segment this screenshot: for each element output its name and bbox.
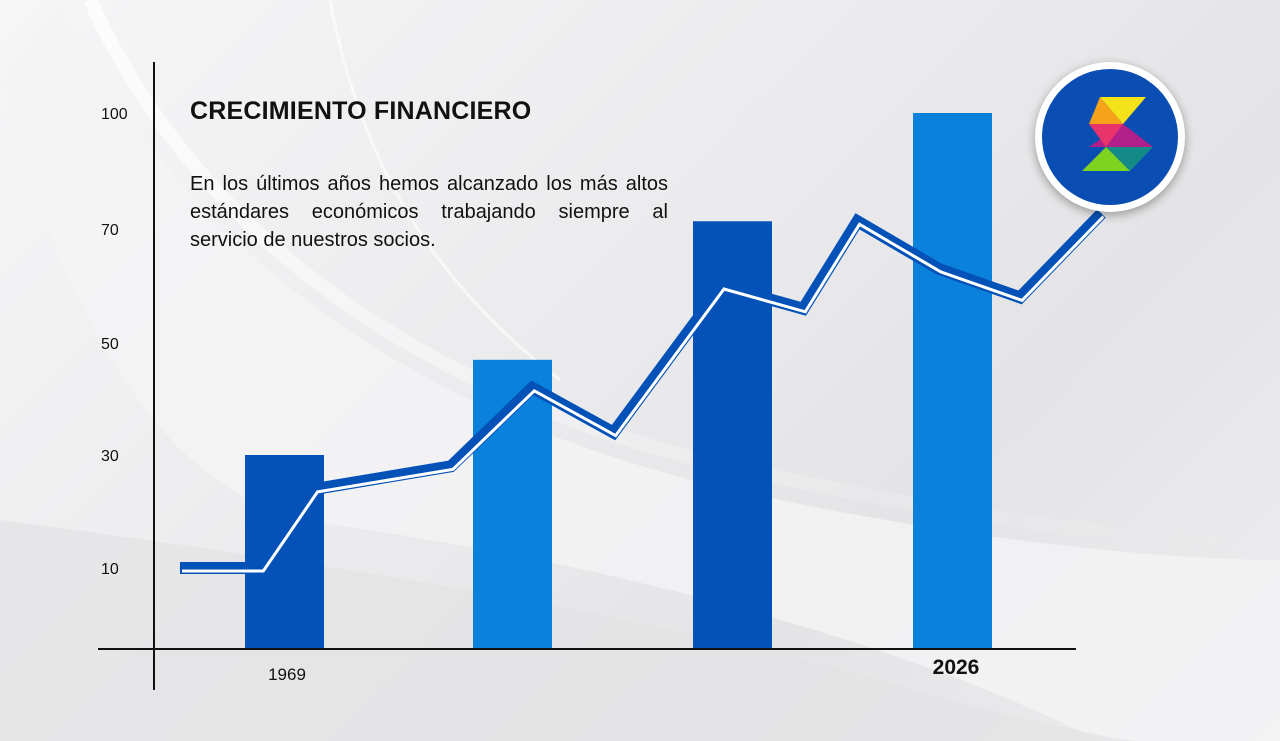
y-tick-70: 70 bbox=[101, 222, 119, 239]
trend-point-8 bbox=[802, 308, 804, 310]
trend-line-highlight bbox=[182, 215, 1105, 573]
trend-point-10 bbox=[938, 268, 940, 270]
trend-point-6 bbox=[613, 432, 615, 434]
trend-point-5 bbox=[531, 387, 533, 389]
trend-point-11 bbox=[1019, 296, 1021, 298]
y-tick-10: 10 bbox=[101, 561, 119, 578]
bar-4 bbox=[913, 113, 992, 649]
y-tick-30: 30 bbox=[101, 448, 119, 465]
trend-point-4 bbox=[450, 465, 452, 467]
chart-title: CRECIMIENTO FINANCIERO bbox=[190, 97, 532, 125]
trend-line-group bbox=[179, 209, 1106, 574]
trend-line bbox=[180, 209, 1106, 574]
brand-s-logo-icon bbox=[1042, 69, 1178, 205]
x-label-2026: 2026 bbox=[933, 656, 980, 679]
chart-description: En los últimos años hemos alcanzado los … bbox=[190, 173, 668, 251]
x-label-1969: 1969 bbox=[268, 665, 306, 684]
brand-logo bbox=[1035, 62, 1185, 212]
trend-point-9 bbox=[857, 220, 858, 222]
trend-point-1 bbox=[179, 567, 181, 569]
bars-group bbox=[245, 113, 992, 649]
trend-point-7 bbox=[721, 285, 723, 287]
y-tick-labels: 10 30 50 70 100 bbox=[101, 106, 128, 578]
y-tick-100: 100 bbox=[101, 106, 128, 123]
trend-point-3 bbox=[315, 488, 316, 490]
y-tick-50: 50 bbox=[101, 336, 119, 353]
x-tick-labels: 1969 2026 bbox=[268, 656, 979, 684]
trend-point-2 bbox=[260, 567, 262, 569]
trend-point-12 bbox=[1100, 213, 1102, 215]
